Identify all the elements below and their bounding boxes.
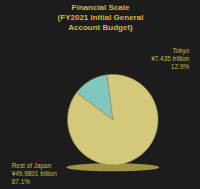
svg-text:Rest of Japan¥49.9801 trillion: Rest of Japan¥49.9801 trillion87.1% [12, 162, 58, 185]
svg-text:Financial Scale(FY2021 Initial: Financial Scale(FY2021 Initial GeneralAc… [58, 3, 144, 31]
svg-text:Tokyo¥7.435 trillion12.9%: Tokyo¥7.435 trillion12.9% [151, 47, 189, 70]
